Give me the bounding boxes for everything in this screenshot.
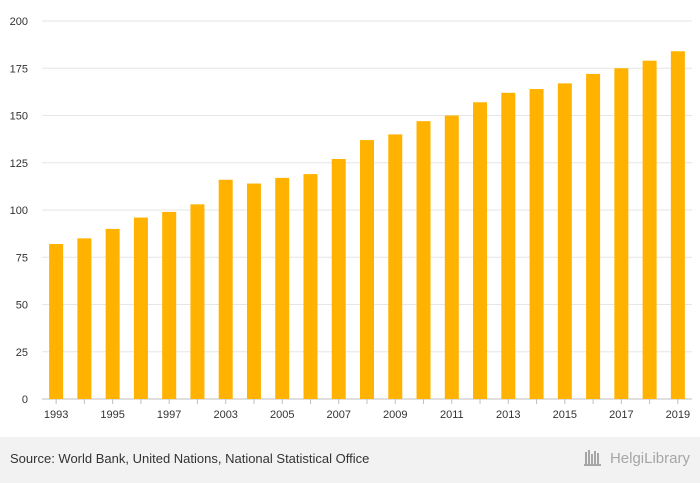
- y-tick-label: 125: [10, 158, 28, 170]
- x-tick-label: 2011: [440, 409, 464, 421]
- brand-name: HelgiLibrary: [609, 449, 690, 467]
- y-tick-label: 50: [16, 300, 28, 312]
- bar-2014[interactable]: [529, 89, 544, 399]
- y-tick-label: 100: [10, 205, 28, 217]
- bar-2018[interactable]: [642, 60, 657, 399]
- y-tick-label: 200: [10, 16, 28, 28]
- bar-2017[interactable]: [614, 68, 629, 399]
- bar-2002[interactable]: [190, 204, 205, 399]
- bar-2004[interactable]: [246, 183, 261, 399]
- brand-logo[interactable]: HelgiLibrary: [583, 449, 690, 467]
- bar-2005[interactable]: [275, 177, 290, 399]
- bar-2016[interactable]: [586, 73, 601, 400]
- x-tick-label: 2003: [213, 409, 237, 421]
- library-icon: [583, 450, 601, 466]
- source-note: Source: World Bank, United Nations, Nati…: [10, 451, 370, 466]
- bar-2012[interactable]: [473, 102, 488, 400]
- bar-2008[interactable]: [360, 140, 374, 399]
- y-tick-label: 75: [16, 252, 28, 264]
- x-tick-label: 1997: [157, 409, 181, 421]
- bar-2015[interactable]: [557, 83, 572, 400]
- bar-1997[interactable]: [162, 211, 177, 399]
- bar-2009[interactable]: [388, 134, 403, 399]
- x-tick-label: 1995: [100, 409, 124, 421]
- x-tick-label: 2005: [270, 409, 294, 421]
- bar-2010[interactable]: [416, 121, 431, 400]
- bar-2006[interactable]: [303, 174, 318, 399]
- x-tick-label: 2019: [666, 409, 690, 421]
- x-tick-label: 2017: [609, 409, 633, 421]
- x-tick-label: 2013: [496, 409, 520, 421]
- footer: Source: World Bank, United Nations, Nati…: [0, 437, 700, 483]
- x-tick-label: 2007: [326, 409, 350, 421]
- x-tick-label: 1993: [44, 409, 68, 421]
- bar-1996[interactable]: [133, 217, 148, 399]
- bar-1993[interactable]: [49, 244, 64, 399]
- bar-2011[interactable]: [444, 115, 459, 400]
- y-tick-label: 150: [10, 111, 28, 123]
- bar-2003[interactable]: [218, 179, 233, 399]
- y-tick-label: 25: [16, 347, 28, 359]
- x-tick-label: 2009: [383, 409, 407, 421]
- bar-2013[interactable]: [501, 92, 516, 399]
- y-tick-label: 175: [10, 63, 28, 75]
- bar-1995[interactable]: [105, 228, 120, 399]
- x-tick-label: 2015: [553, 409, 577, 421]
- bar-2007[interactable]: [331, 158, 346, 399]
- bar-2019[interactable]: [670, 51, 685, 400]
- bar-1994[interactable]: [77, 238, 92, 399]
- y-tick-label: 0: [22, 394, 28, 406]
- bar-chart: 0 25 50 75 100 125 150 175 200 1993 1995 1997 2003 20…: [10, 16, 692, 421]
